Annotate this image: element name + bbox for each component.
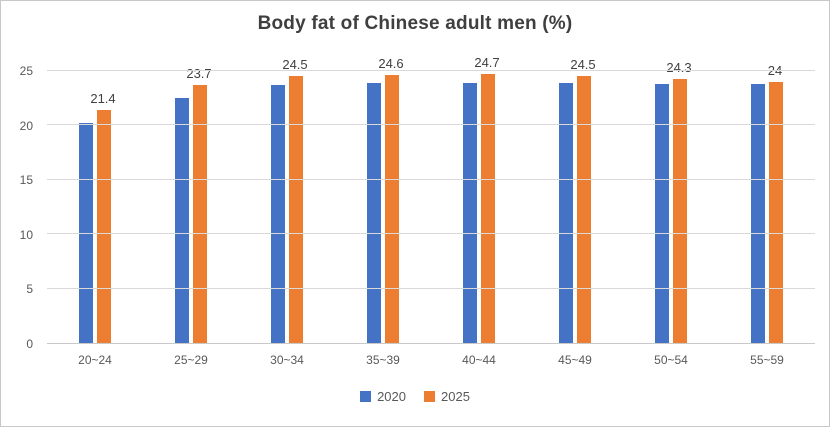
legend-swatch [360,391,372,402]
x-axis-labels: 20~24 25~29 30~34 35~39 40~44 45~49 50~54 55~59 [47,353,815,367]
bar-2025 [769,81,783,343]
data-label: 24.5 [570,57,596,73]
x-tick-label: 25~29 [174,353,208,367]
bar-2025 [97,110,111,343]
legend-item: 2025 [424,389,470,404]
bar-group: 24.7 [431,55,527,343]
bar-2020 [655,84,669,343]
bar-group: 21.4 [47,71,143,343]
gridline [47,70,815,71]
data-label: 23.7 [186,66,212,82]
gridline [47,233,815,235]
legend-label: 2020 [377,389,406,404]
bar-group: 23.7 [143,66,239,343]
data-label: 24.6 [378,56,404,72]
bar-2020 [367,82,381,343]
plot-area: 21.4 23.7 24.5 24.6 24.7 24.5 24.3 24 [47,55,815,344]
bar-group: 24.5 [527,57,623,343]
y-tick-label: 20 [19,118,33,133]
bar-2025 [193,85,207,343]
bar-2025 [481,74,495,343]
x-tick-label: 35~39 [366,353,400,367]
legend: 2020 2025 [1,389,829,404]
bar-group: 24.6 [335,56,431,343]
legend-item: 2020 [360,389,406,404]
bar-group: 24.3 [623,60,719,343]
y-tick-label: 5 [26,282,33,297]
gridline [47,178,815,180]
gridline [47,287,815,289]
data-label: 24.5 [282,57,308,73]
legend-swatch [424,391,435,402]
bar-group: 24 [719,63,815,343]
y-axis: 0 5 10 15 20 25 [1,64,39,351]
bar-2020 [271,85,285,343]
bar-2025 [289,76,303,343]
bar-2025 [385,75,399,343]
y-tick-label: 10 [19,227,33,242]
data-label: 24.7 [474,55,500,71]
chart-title: Body fat of Chinese adult men (%) [257,13,573,34]
data-label: 21.4 [90,91,116,107]
x-tick-label: 45~49 [558,353,592,367]
bar-2020 [559,82,573,343]
bar-2020 [175,98,189,343]
x-tick-label: 40~44 [462,353,496,367]
bar-2020 [751,84,765,343]
data-label: 24.3 [666,59,692,75]
y-tick-label: 25 [19,64,33,78]
bar-2020 [463,82,477,343]
x-tick-label: 20~24 [78,353,112,367]
x-tick-label: 50~54 [654,353,688,367]
y-tick-label: 0 [26,337,33,351]
bar-2025 [577,76,591,343]
x-tick-label: 55~59 [750,353,784,367]
bar-group: 24.5 [239,57,335,343]
legend-label: 2025 [441,389,470,404]
bar-groups: 21.4 23.7 24.5 24.6 24.7 24.5 24.3 24 [47,55,815,343]
y-tick-label: 15 [19,173,33,188]
bar-2025 [673,78,687,343]
x-tick-label: 30~34 [270,353,304,367]
gridline [47,124,815,126]
